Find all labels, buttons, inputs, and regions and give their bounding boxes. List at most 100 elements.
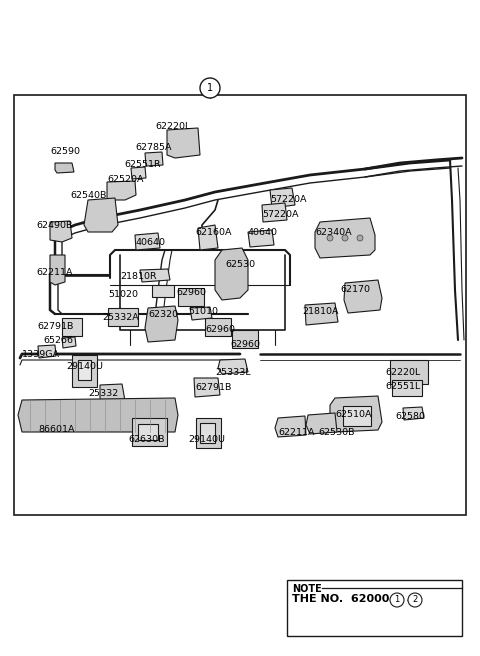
Polygon shape [131, 167, 146, 179]
Bar [14, 95, 466, 515]
Bar [196, 418, 221, 448]
Text: 62960: 62960 [205, 325, 235, 334]
Text: 62220L: 62220L [155, 122, 190, 131]
Polygon shape [330, 396, 382, 432]
Bar [132, 418, 167, 446]
Text: 86601A: 86601A [38, 425, 74, 434]
Text: 1339GA: 1339GA [22, 350, 60, 359]
Polygon shape [38, 345, 56, 358]
Text: NOTE: NOTE [292, 584, 322, 594]
Text: 62551L: 62551L [385, 382, 420, 391]
Text: 62785A: 62785A [135, 143, 171, 152]
Polygon shape [262, 203, 287, 222]
Text: 62211A: 62211A [278, 428, 314, 437]
Text: 40640: 40640 [248, 228, 278, 237]
Text: 62170: 62170 [340, 285, 370, 294]
Bar [287, 580, 462, 636]
Bar [392, 380, 422, 396]
Text: 65266: 65266 [43, 336, 73, 345]
Polygon shape [135, 233, 160, 250]
Bar [152, 285, 174, 297]
Text: 2: 2 [412, 596, 418, 604]
Text: 21810A: 21810A [302, 307, 338, 316]
Text: 40640: 40640 [136, 238, 166, 247]
Circle shape [200, 78, 220, 98]
Polygon shape [190, 307, 212, 320]
Text: 51010: 51010 [188, 307, 218, 316]
Circle shape [342, 235, 348, 241]
Polygon shape [107, 181, 136, 200]
Bar [178, 288, 204, 306]
Text: 62791B: 62791B [37, 322, 73, 331]
Text: 62520A: 62520A [107, 175, 144, 184]
Bar [72, 355, 97, 387]
Text: ~: ~ [406, 594, 417, 607]
Polygon shape [305, 303, 338, 325]
Bar [343, 406, 371, 426]
Text: 62530: 62530 [225, 260, 255, 269]
Text: 62960: 62960 [176, 288, 206, 297]
Text: 1: 1 [395, 596, 400, 604]
Polygon shape [403, 407, 424, 420]
Text: 25332A: 25332A [102, 313, 139, 322]
Polygon shape [55, 163, 74, 173]
Text: 62551R: 62551R [124, 160, 161, 169]
Bar [78, 360, 91, 380]
Polygon shape [198, 225, 218, 250]
Polygon shape [218, 359, 248, 374]
Polygon shape [140, 269, 170, 282]
Polygon shape [145, 306, 178, 342]
Text: THE NO.  62000 :: THE NO. 62000 : [292, 594, 398, 604]
Text: 62540B: 62540B [70, 191, 107, 200]
Bar [62, 318, 82, 336]
Polygon shape [215, 248, 248, 300]
Text: 29140U: 29140U [188, 435, 225, 444]
Polygon shape [84, 198, 118, 232]
Circle shape [357, 235, 363, 241]
Polygon shape [50, 255, 65, 285]
Polygon shape [315, 218, 375, 258]
Text: 62320: 62320 [148, 310, 178, 319]
Circle shape [327, 235, 333, 241]
Text: 62160A: 62160A [195, 228, 231, 237]
Polygon shape [275, 416, 306, 437]
Bar [200, 423, 215, 443]
Circle shape [390, 593, 404, 607]
Text: 57220A: 57220A [270, 195, 307, 204]
Polygon shape [248, 230, 274, 247]
Text: 62340A: 62340A [315, 228, 352, 237]
Text: 62530B: 62530B [318, 428, 355, 437]
Text: 62580: 62580 [395, 412, 425, 421]
Text: 21810R: 21810R [120, 272, 156, 281]
Text: 62211A: 62211A [36, 268, 72, 277]
Bar [205, 318, 231, 336]
Text: 57220A: 57220A [262, 210, 299, 219]
Text: 1: 1 [207, 83, 213, 93]
Polygon shape [194, 378, 220, 397]
Polygon shape [270, 188, 295, 208]
Text: 62960: 62960 [230, 340, 260, 349]
Text: 62220L: 62220L [385, 368, 420, 377]
Polygon shape [145, 152, 163, 166]
Text: 62510A: 62510A [335, 410, 372, 419]
Text: 51020: 51020 [108, 290, 138, 299]
Text: 25333L: 25333L [215, 368, 251, 377]
Polygon shape [50, 221, 72, 242]
Text: 62590: 62590 [50, 147, 80, 156]
Polygon shape [344, 280, 382, 313]
Text: 25332: 25332 [88, 389, 118, 398]
Bar [390, 360, 428, 384]
Text: 62490B: 62490B [36, 221, 72, 230]
Bar [232, 330, 258, 348]
Text: 62630B: 62630B [128, 435, 165, 444]
Circle shape [408, 593, 422, 607]
Polygon shape [18, 398, 178, 432]
Polygon shape [167, 128, 200, 158]
Text: 29140U: 29140U [66, 362, 103, 371]
Bar [108, 308, 138, 326]
Polygon shape [62, 337, 76, 348]
Text: 62791B: 62791B [195, 383, 231, 392]
Polygon shape [100, 384, 126, 410]
Bar [138, 424, 158, 440]
Polygon shape [306, 413, 337, 434]
